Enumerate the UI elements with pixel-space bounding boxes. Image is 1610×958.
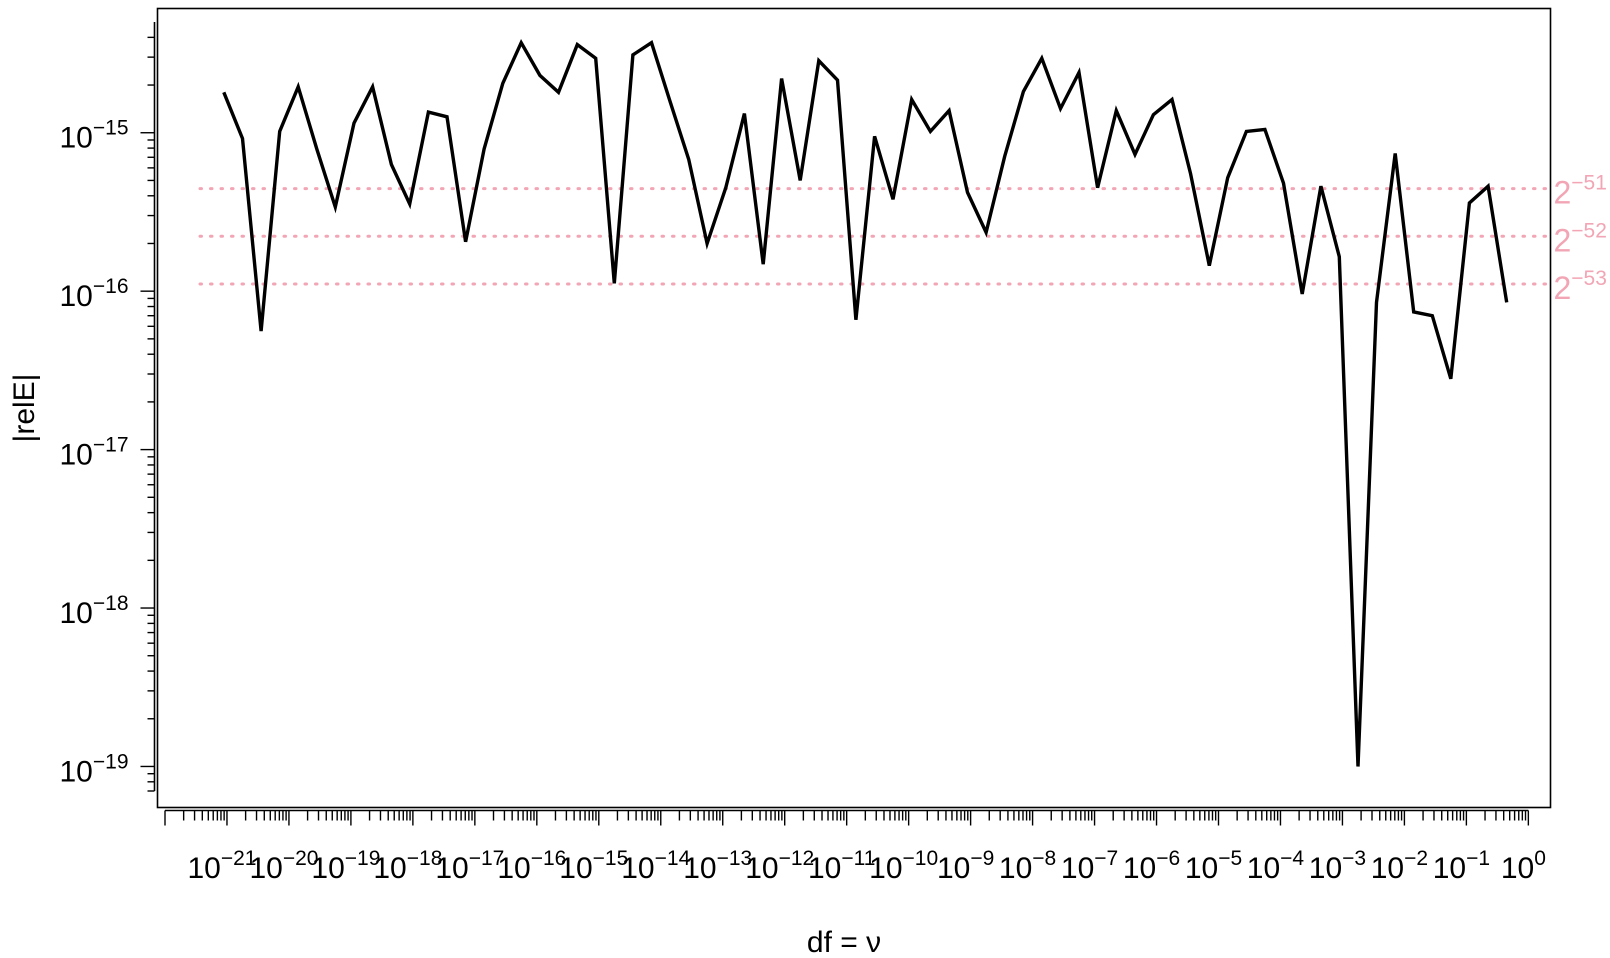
reference-lines — [198, 187, 1553, 286]
y-tick-label: 10−17 — [60, 434, 129, 472]
x-tick-label: 10−6 — [1123, 847, 1180, 885]
y-tick-label: 10−18 — [60, 592, 129, 630]
x-tick-label: 10−16 — [497, 847, 566, 885]
x-tick-label: 10−18 — [373, 847, 442, 885]
x-tick-label: 10−4 — [1247, 847, 1305, 885]
series-line — [222, 38, 1509, 767]
x-axis: 10−2110−2010−1910−1810−1710−1610−1510−14… — [164, 809, 1546, 885]
y-tick-label: 10−19 — [60, 750, 129, 788]
x-tick-label: 10−5 — [1185, 847, 1242, 885]
x-tick-label: 10−3 — [1309, 847, 1366, 885]
plot-frame — [156, 7, 1552, 809]
x-tick-label: 10−11 — [808, 847, 875, 885]
x-tick-label: 10−2 — [1371, 847, 1428, 885]
x-tick-label: 10−14 — [621, 847, 690, 885]
x-tick-label: 10−19 — [311, 847, 380, 885]
x-tick-label: 10−15 — [559, 847, 628, 885]
y-tick-label: 10−15 — [60, 117, 129, 155]
x-tick-label: 10−8 — [999, 847, 1056, 885]
x-tick-label: 10−9 — [937, 847, 994, 885]
x-tick-label: 10−1 — [1433, 847, 1490, 885]
reference-label: 2−51 — [1554, 172, 1607, 211]
reference-labels: 2−51 2−52 2−53 — [1554, 172, 1607, 306]
x-tick-label: 10−7 — [1061, 847, 1118, 885]
x-tick-label: 10−20 — [249, 847, 318, 885]
reference-label: 2−53 — [1554, 267, 1607, 306]
x-tick-label: 10−12 — [745, 847, 814, 885]
y-axis-title: |relE| — [8, 374, 41, 443]
x-tick-label: 10−21 — [187, 847, 256, 885]
y-tick-label: 10−16 — [60, 275, 129, 313]
x-tick-label: 100 — [1501, 847, 1546, 885]
reference-label: 2−52 — [1554, 219, 1607, 258]
x-tick-label: 10−10 — [869, 847, 938, 885]
x-tick-label: 10−13 — [683, 847, 752, 885]
y-axis: 10−15 10−16 10−17 10−18 10−19 — [60, 22, 156, 792]
x-tick-label: 10−17 — [435, 847, 504, 885]
x-axis-title: df = ν — [807, 926, 881, 958]
